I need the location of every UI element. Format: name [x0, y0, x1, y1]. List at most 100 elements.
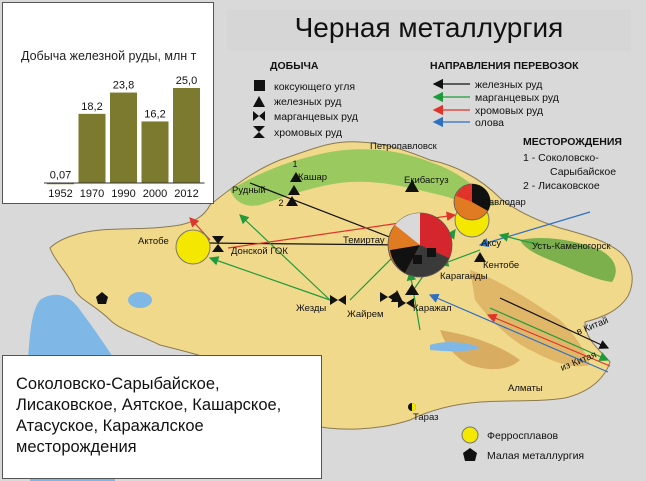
arrow-mn-2	[208, 256, 331, 301]
legend-transport-manganese: марганцевых руд	[475, 92, 559, 104]
city-kashar: Кашар	[298, 172, 327, 183]
arrow-tin-east	[478, 211, 591, 248]
legend-mining-manganese: марганцевых руд	[274, 111, 358, 123]
legend-deposits-line3: 2 - Лисаковское	[523, 180, 600, 192]
bowtie-horizontal-icon	[253, 111, 265, 121]
eastern-hills	[520, 238, 616, 282]
arrow-iron-west	[204, 240, 407, 250]
value-label-1990: 23,8	[113, 80, 134, 92]
city-kentobe: Кентобе	[483, 260, 519, 271]
arrow-iron-kashar	[249, 182, 407, 245]
deposits-text: Соколовско-Сарыбайское, Лисаковское, Аят…	[16, 375, 282, 456]
city-rudny: Рудный	[232, 185, 266, 196]
bar-2012	[173, 88, 200, 183]
square-icon	[427, 248, 436, 257]
value-label-1970: 18,2	[81, 101, 102, 113]
bowtie-horizontal-icon	[398, 298, 414, 308]
category-label-1990: 1990	[111, 188, 135, 200]
bar-2000	[141, 121, 169, 183]
legend-transport-chrome: хромовых руд	[475, 105, 543, 117]
city-donskoy: Донской ГОК	[231, 246, 288, 257]
city-zhairem: Жайрем	[347, 309, 384, 320]
category-label-2012: 2012	[174, 188, 198, 200]
city-temirtau: Темиртау	[343, 235, 385, 246]
triangle-icon	[288, 185, 300, 195]
city-petropavlovsk: Петропавловск	[370, 141, 438, 152]
pentagon-icon	[463, 448, 477, 461]
legend-transport-iron: железных руд	[475, 79, 542, 91]
bowtie-vertical-icon	[212, 236, 224, 252]
bowtie-horizontal-icon	[330, 295, 346, 305]
city-taraz: Тараз	[413, 412, 438, 423]
chart-title: Добыча железной руды, млн т	[21, 49, 197, 63]
bowtie-vertical-icon	[253, 126, 265, 138]
arrow-tin-from-china	[428, 293, 609, 373]
triangle-icon	[286, 196, 298, 206]
arrow-mn-china	[489, 307, 610, 362]
deposits-panel: Соколовско-Сарыбайское, Лисаковское, Аят…	[2, 355, 322, 479]
ferroalloy-icon	[461, 426, 479, 444]
city-aksu: Аксу	[481, 238, 501, 249]
legend-small-metallurgy: Малая металлургия	[487, 450, 584, 462]
bar-chart: 0,07 1952 18,2 1970 23,8 1990 16,2 2000 25,0 2012	[44, 75, 205, 200]
city-zhezdy: Жезды	[296, 303, 326, 314]
value-label-2012: 25,0	[176, 75, 197, 87]
square-icon	[254, 80, 265, 91]
iron-ore-chart-panel: Добыча железной руды, млн т 0,07 1952 18,2…	[2, 2, 214, 204]
aral-sea	[128, 292, 152, 308]
temirtau-pie	[387, 212, 453, 278]
pavlodar-pie	[453, 183, 491, 221]
triangle-icon	[474, 252, 486, 262]
category-label-1952: 1952	[48, 188, 72, 200]
legend-transport: НАПРАВЛЕНИЯ ПЕРЕВОЗОК железных руд марга…	[430, 60, 579, 129]
city-aktobe: Актобе	[138, 236, 169, 247]
legend-mining-iron: железных руд	[274, 96, 341, 108]
small-metallurgy-marker	[96, 292, 108, 304]
triangle-icon	[405, 284, 419, 295]
triangle-icon	[391, 290, 403, 302]
city-pavlodar: Павлодар	[482, 197, 526, 208]
city-karazhal: Каражал	[413, 303, 452, 314]
value-label-1952: 0,07	[50, 170, 71, 182]
value-label-2000: 16,2	[144, 108, 165, 120]
legend-deposits-line1: 1 - Соколовско-	[523, 152, 599, 164]
bar-1970	[78, 113, 106, 183]
category-label-2000: 2000	[143, 188, 167, 200]
square-icon	[413, 255, 422, 264]
page-title: Черная металлургия	[294, 12, 564, 43]
triangle-icon	[405, 180, 419, 192]
category-label-1970: 1970	[80, 188, 104, 200]
deposit-number-2: 2	[278, 198, 283, 208]
ferroalloy-aktobe	[175, 229, 211, 265]
legend-ferroalloy: Ферросплавов	[487, 430, 559, 442]
deposit-markers	[96, 172, 486, 411]
arrow-mn-5	[406, 270, 421, 331]
legend-mining-coal: коксующего угля	[274, 81, 355, 93]
arrow-mn-east	[498, 232, 541, 246]
bowtie-horizontal-icon	[380, 292, 396, 302]
legend-deposits: МЕСТОРОЖДЕНИЯ 1 - Соколовско- Сарыбайско…	[523, 136, 622, 192]
arrow-mn-1	[239, 214, 331, 301]
arrow-chrome-from-china	[486, 313, 611, 367]
title-banner: Черная металлургия	[227, 9, 631, 51]
city-ust-kamenogorsk: Усть-Каменогорск	[532, 241, 611, 252]
uplands	[470, 270, 590, 367]
legend-mining: ДОБЫЧА коксующего угля железных руд марг…	[253, 60, 358, 139]
arrow-iron-china	[499, 297, 610, 349]
legend-bottom: Ферросплавов Малая металлургия	[461, 426, 584, 462]
bar-1990	[110, 92, 137, 183]
triangle-icon	[290, 172, 302, 182]
uplands-south	[440, 330, 520, 370]
legend-mining-chrome: хромовых руд	[274, 127, 342, 139]
legend-deposits-title: МЕСТОРОЖДЕНИЯ	[523, 136, 622, 148]
legend-deposits-line2: Сарыбайское	[550, 166, 616, 178]
city-ekibastuz: Екибастуз	[404, 175, 449, 186]
legend-transport-tin: олова	[475, 117, 504, 129]
city-karaganda: Караганды	[440, 271, 488, 282]
lake-balkhash	[430, 342, 480, 352]
city-almaty: Алматы	[508, 383, 543, 394]
triangle-icon	[253, 96, 265, 107]
deposit-number-1: 1	[292, 159, 297, 169]
legend-transport-title: НАПРАВЛЕНИЯ ПЕРЕВОЗОК	[430, 60, 579, 72]
legend-mining-title: ДОБЫЧА	[270, 60, 319, 72]
